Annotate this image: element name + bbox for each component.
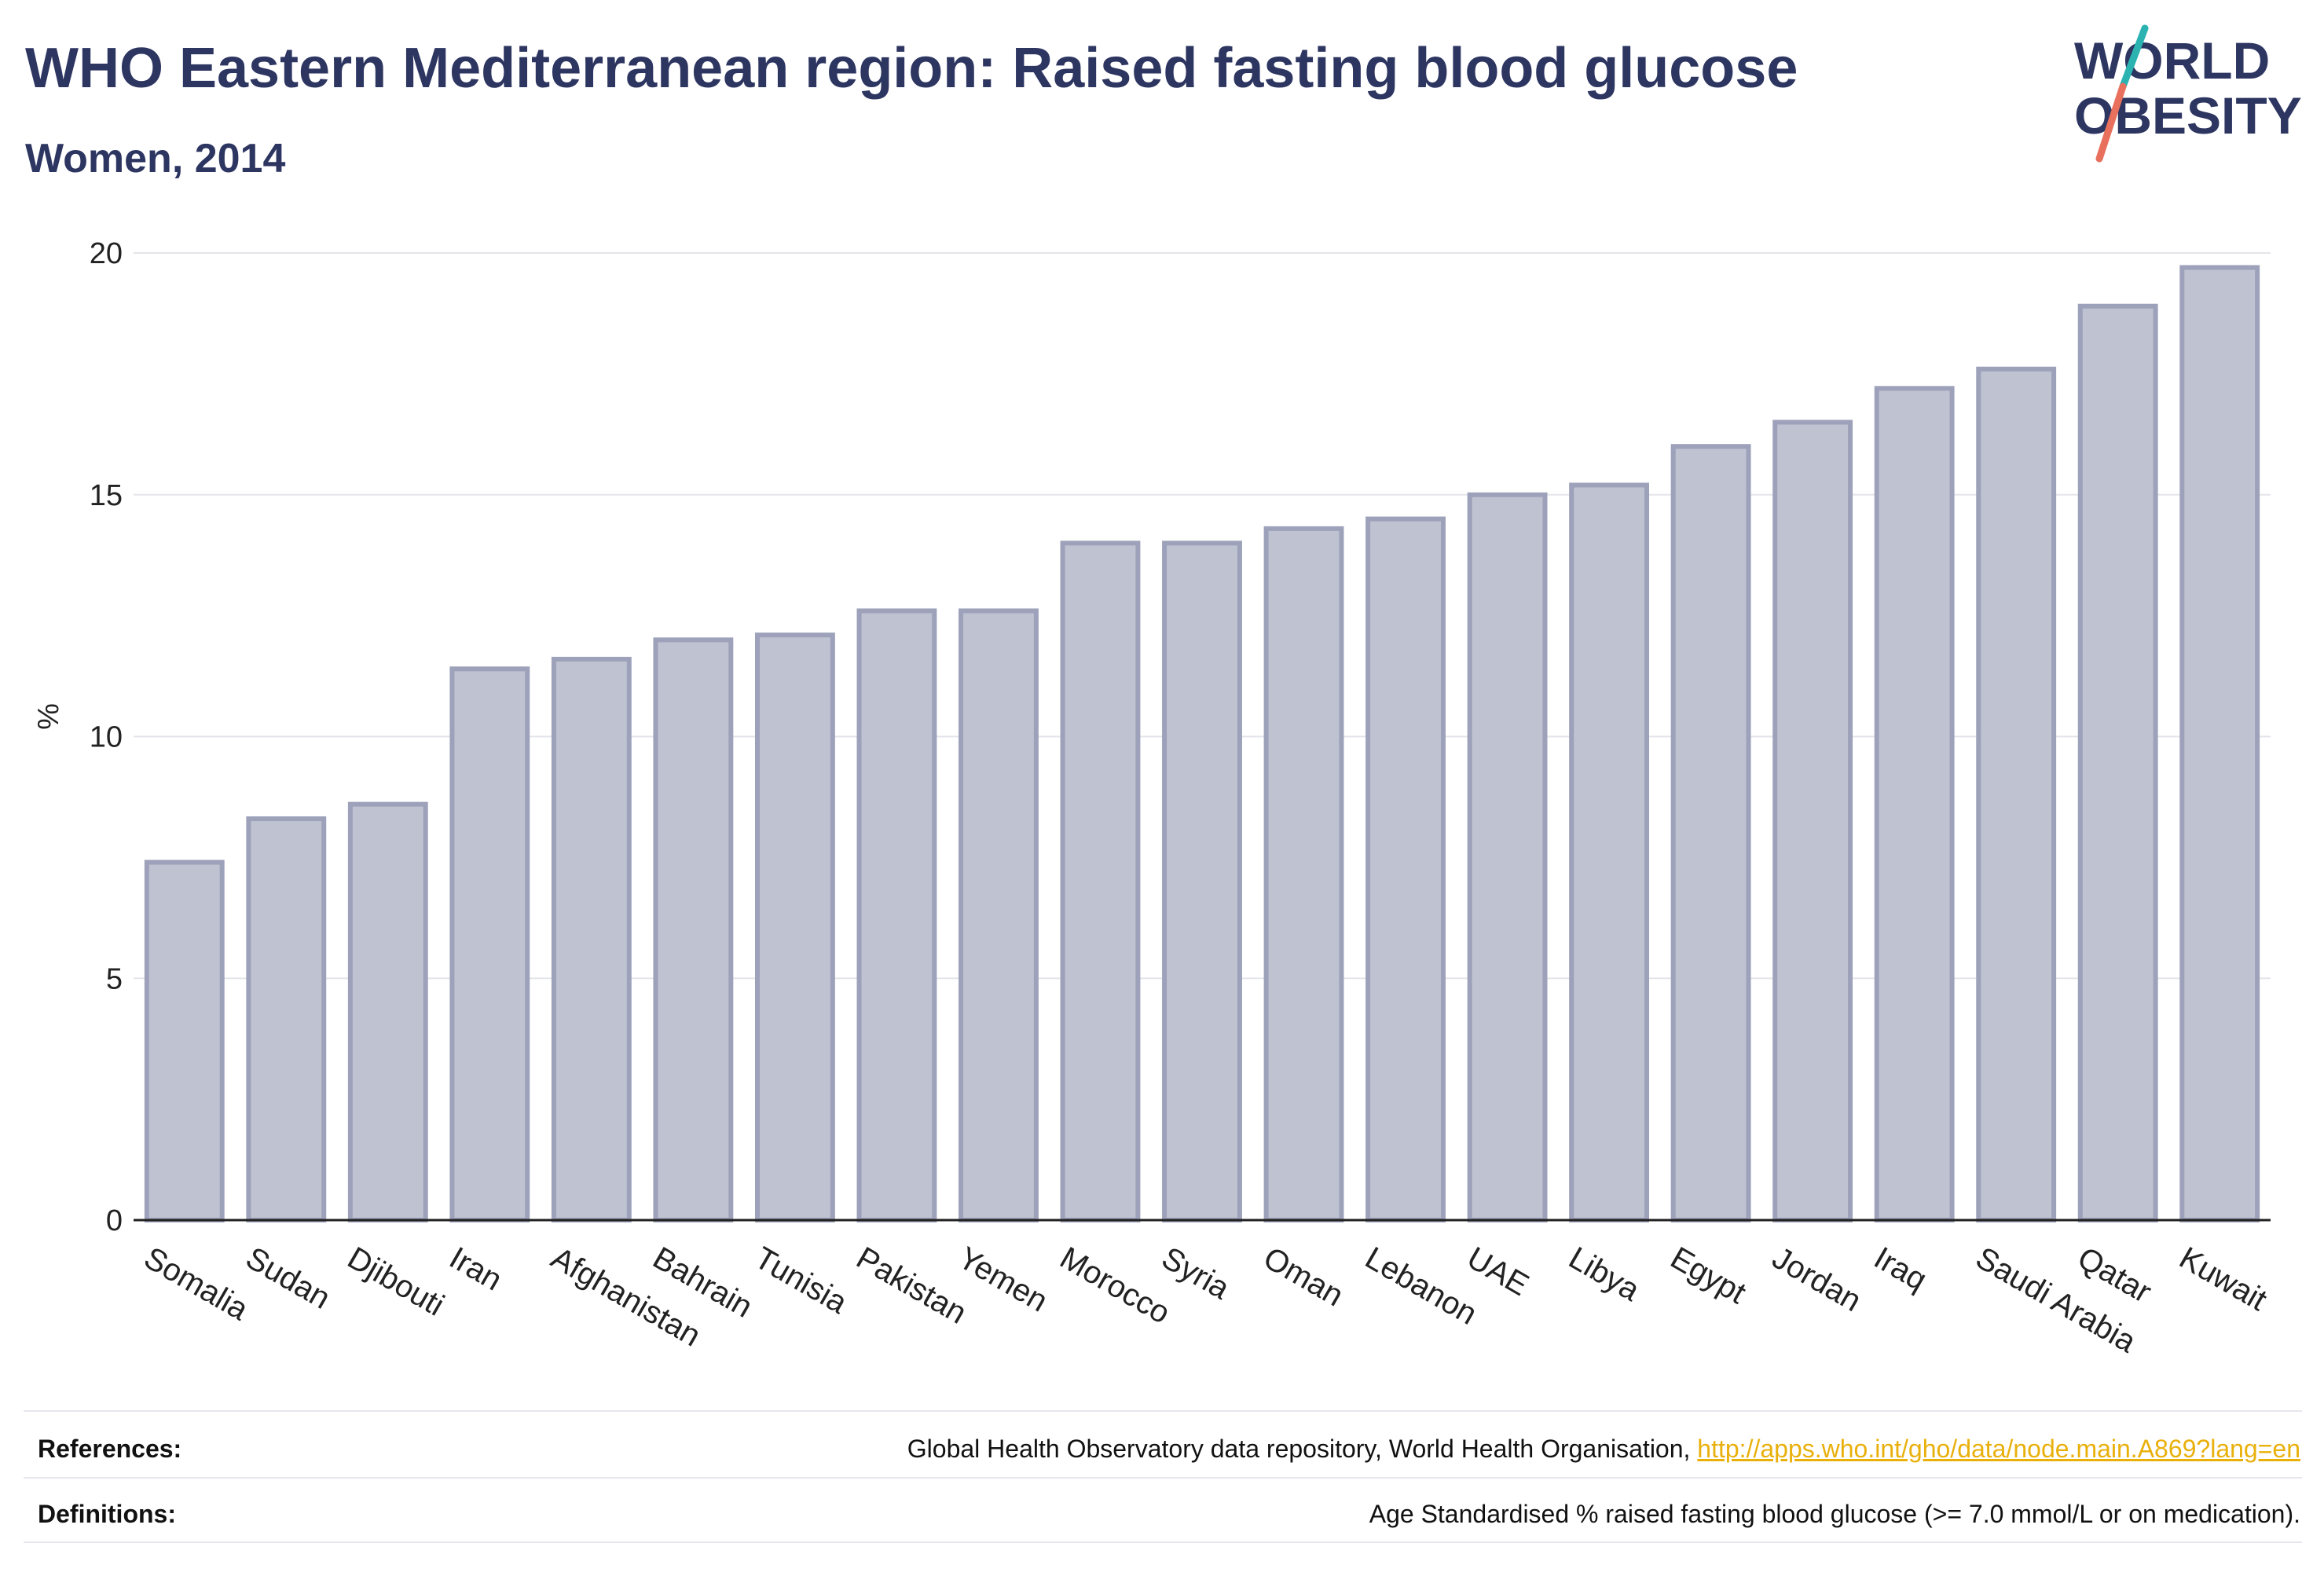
- chart-title: WHO Eastern Mediterranean region: Raised…: [25, 37, 1798, 100]
- x-tick-label: Egypt: [1665, 1241, 1752, 1310]
- bar-kuwait: [2179, 265, 2260, 1223]
- bar-iran: [449, 666, 530, 1222]
- bar-yemen: [959, 608, 1039, 1222]
- definitions-label: Definitions:: [38, 1499, 176, 1528]
- x-tick-label: Sudan: [240, 1241, 336, 1316]
- references-row: References: Global Health Observatory da…: [38, 1425, 2300, 1472]
- bar-tunisia: [754, 632, 835, 1222]
- bar-syria: [1162, 541, 1242, 1222]
- references-link[interactable]: http://apps.who.int/gho/data/node.main.A…: [1697, 1434, 2300, 1463]
- x-tick-label: Morocco: [1054, 1241, 1176, 1331]
- bars: [144, 265, 2260, 1223]
- bar-uae: [1467, 492, 1548, 1222]
- y-tick-label: 10: [90, 721, 123, 754]
- bar-morocco: [1060, 541, 1141, 1222]
- world-obesity-logo: WORLD OBESITY: [2074, 24, 2302, 163]
- logo-slash-top: [2119, 24, 2149, 90]
- logo-slash-bottom: [2095, 82, 2127, 163]
- bar-lebanon: [1365, 516, 1446, 1222]
- footer-divider-middle: [24, 1477, 2302, 1479]
- logo-word-world: WORLD: [2074, 31, 2270, 90]
- references-label: References:: [38, 1434, 182, 1463]
- x-tick-label: Lebanon: [1359, 1241, 1483, 1332]
- bar-somalia: [144, 859, 225, 1223]
- x-tick-label: Somalia: [138, 1241, 255, 1328]
- x-tick-label: Iraq: [1868, 1241, 1933, 1298]
- x-tick-label: Libya: [1563, 1241, 1645, 1308]
- bar-qatar: [2077, 303, 2158, 1223]
- chart-subtitle: Women, 2014: [25, 136, 286, 181]
- footer-divider-bottom: [24, 1541, 2302, 1543]
- bar-pakistan: [856, 608, 937, 1222]
- x-tick-label: Kuwait: [2173, 1241, 2272, 1318]
- bar-sudan: [246, 816, 327, 1222]
- y-axis-tick-labels: 0 5 10 15 20: [90, 237, 123, 1237]
- definitions-value: Age Standardised % raised fasting blood …: [1369, 1499, 2300, 1528]
- definitions-row: Definitions: Age Standardised % raised f…: [38, 1490, 2300, 1538]
- x-tick-label: Jordan: [1766, 1241, 1867, 1318]
- bar-bahrain: [653, 637, 734, 1222]
- x-tick-label: UAE: [1461, 1241, 1534, 1303]
- x-tick-label: Iran: [444, 1241, 508, 1298]
- references-text: Global Health Observatory data repositor…: [907, 1434, 1691, 1463]
- x-tick-label: Oman: [1258, 1241, 1349, 1314]
- y-tick-label: 0: [106, 1204, 123, 1237]
- bar-libya: [1569, 482, 1650, 1222]
- x-tick-label: Tunisia: [749, 1241, 853, 1321]
- bar-afghanistan: [551, 657, 632, 1222]
- bar-egypt: [1670, 444, 1751, 1222]
- bar-oman: [1263, 526, 1344, 1222]
- x-tick-label: Djibouti: [342, 1241, 450, 1323]
- y-tick-label: 20: [90, 237, 123, 270]
- y-tick-label: 15: [90, 479, 123, 512]
- x-tick-label: Pakistan: [851, 1241, 973, 1331]
- bar-jordan: [1772, 420, 1853, 1222]
- bar-iraq: [1874, 386, 1955, 1223]
- y-tick-label: 5: [106, 962, 123, 995]
- y-axis-label: %: [32, 703, 65, 730]
- footer-divider-top: [24, 1410, 2302, 1412]
- bar-djibouti: [347, 801, 428, 1222]
- references-value: Global Health Observatory data repositor…: [907, 1435, 2300, 1464]
- bar-saudi-arabia: [1976, 366, 2057, 1223]
